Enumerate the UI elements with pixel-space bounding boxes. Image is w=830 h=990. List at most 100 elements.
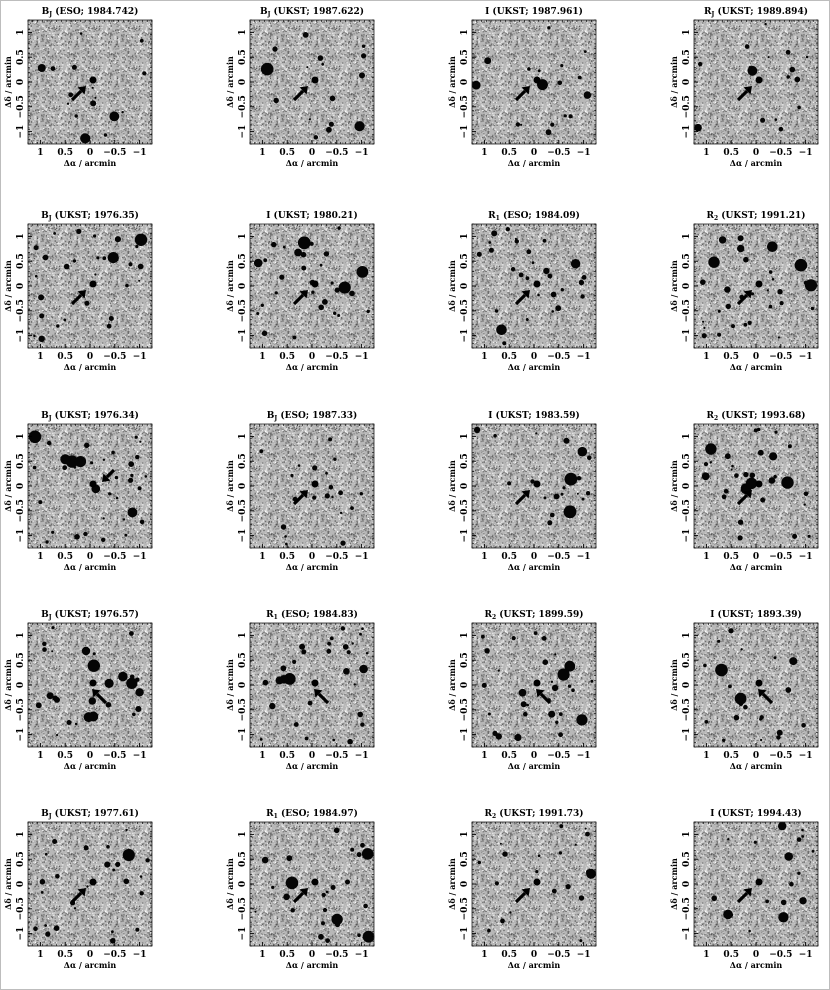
x-tick-label: 0.5 xyxy=(279,148,295,158)
star xyxy=(105,702,112,708)
y-tick-label: 1 xyxy=(16,433,26,439)
panel-title-subscript: J xyxy=(48,614,52,621)
chart-panel: BJ (UKST; 1976.57) 1 0.5 0 −0.5 −1 1 0.5 0 −0.5 −1… xyxy=(3,609,153,771)
star xyxy=(144,475,148,478)
star xyxy=(789,881,794,887)
star xyxy=(537,293,540,297)
star xyxy=(792,533,798,539)
star xyxy=(587,455,592,461)
y-axis-label: Δδ / arcmin xyxy=(3,260,13,312)
y-tick-label: 1 xyxy=(238,29,248,35)
x-axis-label: Δα / arcmin xyxy=(64,761,117,771)
star xyxy=(496,324,507,336)
x-tick-label: −0.5 xyxy=(103,352,126,362)
star xyxy=(801,723,806,728)
star xyxy=(760,738,763,742)
star xyxy=(307,700,313,706)
star xyxy=(766,289,769,292)
star xyxy=(510,267,516,272)
star xyxy=(51,530,55,534)
target-star xyxy=(89,480,97,488)
y-axis-label: Δδ / arcmin xyxy=(225,56,235,108)
panel-title-band: I xyxy=(710,809,714,819)
star xyxy=(86,885,89,888)
star xyxy=(577,75,582,80)
x-tick-label: 1 xyxy=(259,950,265,960)
y-tick-label: −0.5 xyxy=(16,897,26,920)
star xyxy=(273,97,279,104)
panel-title: R2 (UKST; 1993.68) xyxy=(706,410,805,422)
star xyxy=(104,678,114,689)
panel-title: BJ (UKST; 1976.34) xyxy=(41,410,139,422)
star xyxy=(786,75,790,79)
star xyxy=(260,303,264,307)
sky-image xyxy=(28,424,152,548)
x-tick-label: 1 xyxy=(481,552,487,562)
star xyxy=(743,471,749,478)
panel-title-epoch: (UKST; 1976.34) xyxy=(52,410,139,421)
star xyxy=(125,828,128,832)
star xyxy=(731,464,734,468)
star xyxy=(81,646,91,656)
x-tick-label: −1 xyxy=(133,552,147,562)
target-arrow-shaft xyxy=(539,692,552,705)
star xyxy=(356,266,369,278)
panel-title: BJ (ESO; 1984.742) xyxy=(42,6,139,18)
y-tick-label: 0 xyxy=(460,79,470,85)
y-tick-label: 0 xyxy=(16,483,26,489)
star xyxy=(38,500,43,505)
star xyxy=(322,907,328,913)
chart-panel: BJ (ESO; 1984.742) 1 0.5 0 −0.5 −1 1 0.5 0 −0.5 −1… xyxy=(3,6,153,168)
star xyxy=(564,472,578,486)
star xyxy=(523,711,528,717)
star xyxy=(728,684,732,689)
star xyxy=(350,847,355,852)
y-axis-label: Δδ / arcmin xyxy=(225,858,235,910)
star xyxy=(774,118,778,121)
star xyxy=(334,287,340,293)
star xyxy=(128,262,133,267)
star xyxy=(292,335,297,340)
x-tick-label: −0.5 xyxy=(325,751,348,761)
star xyxy=(585,831,590,837)
panel-title: R1 (ESO; 1984.83) xyxy=(266,609,358,621)
sky-image xyxy=(250,822,374,946)
y-tick-label: 1 xyxy=(238,831,248,837)
y-axis-label: Δδ / arcmin xyxy=(3,56,13,108)
star xyxy=(122,518,126,521)
x-tick-label: −0.5 xyxy=(769,552,792,562)
star xyxy=(777,289,783,295)
star xyxy=(83,531,88,537)
star xyxy=(142,71,147,76)
star xyxy=(361,53,367,59)
star xyxy=(543,267,550,275)
star xyxy=(776,735,781,740)
star xyxy=(280,524,287,530)
stars xyxy=(33,228,148,342)
x-tick-label: −0.5 xyxy=(769,950,792,960)
star xyxy=(259,449,264,454)
y-tick-label: 0 xyxy=(238,79,248,85)
chart-panel: R2 (UKST; 1899.59) 1 0.5 0 −0.5 −1 1 0.5 0 −0.5 −1… xyxy=(447,609,597,771)
x-tick-label: 0.5 xyxy=(57,352,73,362)
star xyxy=(745,477,758,489)
star xyxy=(542,238,547,243)
x-tick-label: 0 xyxy=(753,552,759,562)
star xyxy=(709,461,712,464)
panel-title: I (UKST; 1983.59) xyxy=(488,410,580,421)
x-axis-label: Δα / arcmin xyxy=(64,362,117,372)
x-tick-label: −1 xyxy=(577,950,591,960)
star xyxy=(66,720,72,725)
panel-title-subscript: J xyxy=(711,11,715,18)
star xyxy=(576,492,579,495)
star xyxy=(328,485,334,490)
star xyxy=(328,121,334,127)
panel-title-band: B xyxy=(41,809,49,819)
y-tick-label: 1 xyxy=(460,831,470,837)
star xyxy=(579,939,583,943)
star xyxy=(279,675,289,684)
star xyxy=(326,126,332,133)
star xyxy=(317,55,324,61)
star xyxy=(271,241,277,248)
x-tick-label: −0.5 xyxy=(547,751,570,761)
